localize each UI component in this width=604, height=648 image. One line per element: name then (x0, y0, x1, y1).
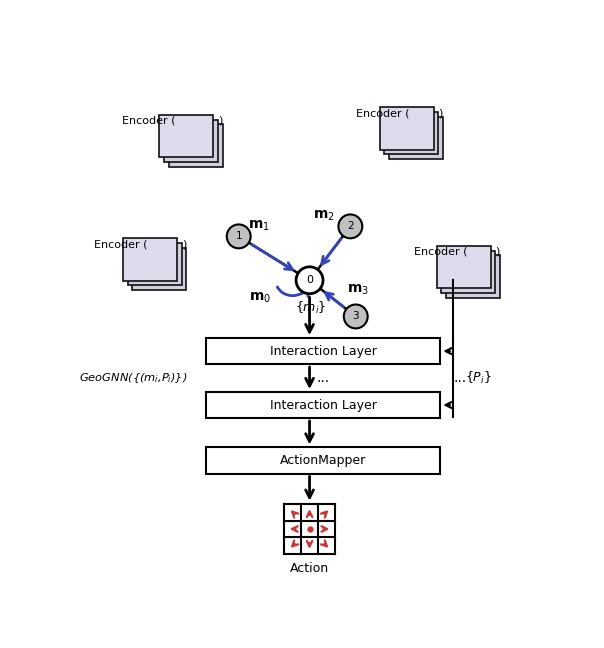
Text: $\{P_i\}$: $\{P_i\}$ (465, 370, 492, 386)
Text: ...: ... (454, 371, 467, 385)
FancyBboxPatch shape (389, 117, 443, 159)
Text: ): ) (438, 108, 443, 118)
FancyBboxPatch shape (207, 392, 440, 418)
Text: ): ) (182, 239, 186, 249)
Text: $\{m_i\}$: $\{m_i\}$ (295, 300, 327, 316)
Circle shape (296, 267, 323, 294)
Text: 0: 0 (306, 275, 313, 285)
FancyBboxPatch shape (384, 112, 438, 154)
FancyBboxPatch shape (446, 255, 500, 297)
FancyBboxPatch shape (437, 246, 490, 288)
Text: 1: 1 (236, 231, 242, 242)
FancyBboxPatch shape (123, 238, 177, 281)
FancyBboxPatch shape (207, 447, 440, 474)
Text: Interaction Layer: Interaction Layer (270, 399, 377, 411)
Text: $\mathbf{m}_2$: $\mathbf{m}_2$ (313, 208, 335, 222)
Circle shape (344, 305, 368, 329)
Text: ...: ... (317, 371, 330, 385)
Circle shape (338, 214, 362, 238)
FancyBboxPatch shape (159, 115, 213, 157)
Text: Encoder (: Encoder ( (356, 108, 410, 118)
FancyBboxPatch shape (169, 124, 222, 167)
Text: 2: 2 (347, 222, 354, 231)
Text: Encoder (: Encoder ( (414, 247, 467, 257)
Text: Action: Action (290, 562, 329, 575)
FancyBboxPatch shape (128, 243, 182, 285)
Text: $\mathbf{m}_3$: $\mathbf{m}_3$ (347, 283, 368, 297)
Text: ): ) (495, 247, 500, 257)
Text: $\mathbf{m}_0$: $\mathbf{m}_0$ (249, 291, 271, 305)
FancyBboxPatch shape (207, 338, 440, 364)
Text: ): ) (218, 116, 222, 126)
Text: GeoGNN({(m$_i$,P$_i$)}): GeoGNN({(m$_i$,P$_i$)}) (79, 371, 187, 385)
FancyBboxPatch shape (132, 248, 187, 290)
FancyBboxPatch shape (380, 108, 434, 150)
FancyBboxPatch shape (164, 120, 218, 162)
Text: Interaction Layer: Interaction Layer (270, 345, 377, 358)
Text: Encoder (: Encoder ( (94, 239, 147, 249)
Circle shape (226, 224, 251, 248)
Text: ActionMapper: ActionMapper (280, 454, 367, 467)
Text: 3: 3 (353, 312, 359, 321)
Text: Encoder (: Encoder ( (121, 116, 175, 126)
FancyBboxPatch shape (441, 251, 495, 293)
Text: $\mathbf{m}_1$: $\mathbf{m}_1$ (248, 219, 270, 233)
